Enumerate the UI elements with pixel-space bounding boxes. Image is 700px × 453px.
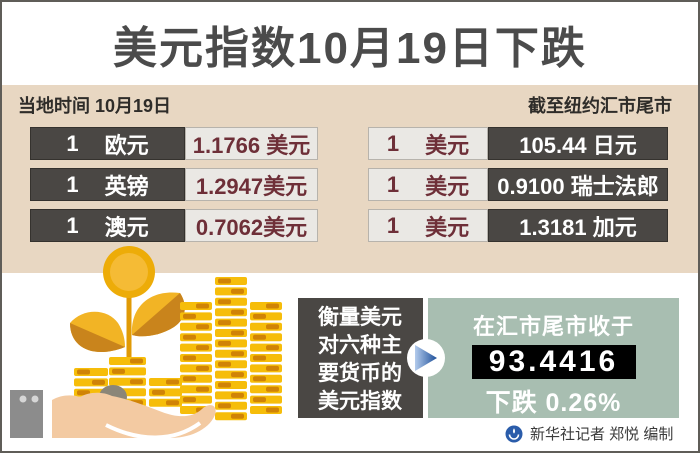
- money-plant-illustration: [10, 246, 282, 440]
- amount: 1: [66, 130, 79, 156]
- table-row: 1 英镑 1.2947美元: [30, 168, 318, 201]
- currency-label-cell: 1 美元: [368, 209, 488, 242]
- table-row: 1 美元 1.3181 加元: [368, 209, 668, 242]
- description-line: 对六种主: [318, 334, 402, 357]
- close-label: 在汇市尾市收于: [472, 314, 634, 339]
- change-label: 下跌 0.26%: [485, 389, 622, 417]
- index-result-box: 在汇市尾市收于 93.4416 下跌 0.26%: [428, 298, 679, 418]
- index-description-box: 衡量美元 对六种主 要货币的 美元指数: [298, 298, 423, 418]
- currency-name: 欧元: [104, 132, 149, 158]
- amount: 1: [66, 171, 79, 197]
- credit-text: 新华社记者 郑悦 编制: [530, 426, 674, 443]
- market-close-label: 截至纽约汇市尾市: [528, 96, 672, 116]
- currency-name: 英镑: [104, 173, 149, 199]
- currency-name: 美元: [425, 214, 470, 240]
- description-line: 美元指数: [318, 390, 402, 413]
- rate-value-cell: 0.7062美元: [185, 209, 318, 242]
- currency-name: 澳元: [104, 214, 149, 240]
- rate-value-cell: 1.3181 加元: [488, 209, 668, 242]
- currency-name: 美元: [425, 132, 470, 158]
- table-row: 1 美元 105.44 日元: [368, 127, 668, 160]
- rate-value-cell: 0.9100 瑞士法郎: [488, 168, 668, 201]
- gray-block: [10, 390, 43, 438]
- currency-label-cell: 1 美元: [368, 127, 488, 160]
- hand: [52, 392, 216, 438]
- credit-line: 新华社记者 郑悦 编制: [505, 423, 673, 444]
- table-row: 1 澳元 0.7062美元: [30, 209, 318, 242]
- rate-value-cell: 105.44 日元: [488, 127, 668, 160]
- amount: 1: [66, 212, 79, 238]
- xinhua-logo: [505, 425, 523, 442]
- index-value-panel: 93.4416: [471, 345, 636, 379]
- coin-stacks: [74, 277, 282, 421]
- currency-name: 美元: [425, 173, 470, 199]
- local-time-label: 当地时间 10月19日: [18, 96, 172, 116]
- amount: 1: [386, 171, 400, 197]
- currency-label-cell: 1 欧元: [30, 127, 185, 160]
- description-line: 衡量美元: [318, 306, 402, 329]
- currency-label-cell: 1 英镑: [30, 168, 185, 201]
- stem: [126, 295, 132, 361]
- amount: 1: [386, 212, 400, 238]
- description-line: 要货币的: [318, 362, 402, 385]
- rate-value-cell: 1.2947美元: [185, 168, 318, 201]
- table-row: 1 美元 0.9100 瑞士法郎: [368, 168, 668, 201]
- arrow-right-icon: [407, 339, 445, 377]
- page-title: 美元指数10月19日下跌: [113, 24, 587, 73]
- amount: 1: [386, 130, 400, 156]
- currency-label-cell: 1 美元: [368, 168, 488, 201]
- currency-label-cell: 1 澳元: [30, 209, 185, 242]
- table-row: 1 欧元 1.1766 美元: [30, 127, 318, 160]
- rate-value-cell: 1.1766 美元: [185, 127, 318, 160]
